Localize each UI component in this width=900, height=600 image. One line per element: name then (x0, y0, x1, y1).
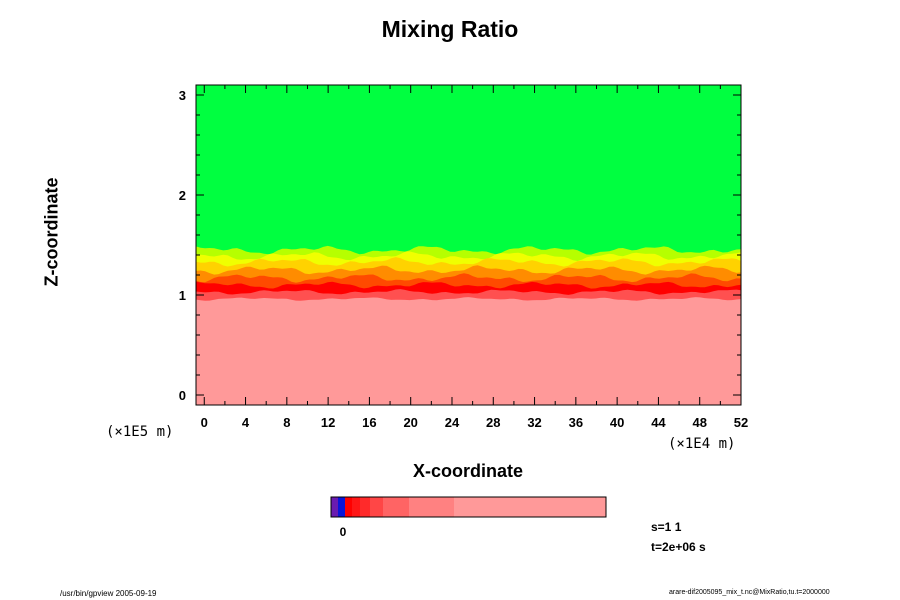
lower-region (196, 297, 741, 405)
colorbar: 0 (330, 496, 607, 539)
x-tick-label: 32 (527, 415, 541, 430)
y-tick-label: 0 (179, 388, 186, 403)
colorbar-swatch-1 (331, 497, 338, 517)
colorbar-label: 0 (340, 525, 347, 539)
y-tick-label: 2 (179, 188, 186, 203)
footer-command: /usr/bin/gpview 2005-09-19 (60, 589, 157, 598)
x-tick-label: 24 (445, 415, 460, 430)
step-label: s=1 1 (651, 520, 682, 534)
colorbar-swatch-3 (345, 497, 352, 517)
time-label: t=2e+06 s (651, 540, 706, 554)
x-tick-label: 4 (242, 415, 250, 430)
x-axis-unit: (×1E4 m) (668, 436, 736, 452)
colorbar-swatch-4 (352, 497, 360, 517)
chart-title: Mixing Ratio (381, 16, 519, 42)
x-tick-label: 12 (321, 415, 335, 430)
x-tick-label: 44 (651, 415, 666, 430)
colorbar-swatch-5 (360, 497, 370, 517)
x-tick-label: 16 (362, 415, 376, 430)
plot-frame (195, 84, 742, 406)
colorbar-frame (330, 496, 607, 518)
x-tick-label: 8 (283, 415, 290, 430)
x-axis-label: X-coordinate (412, 461, 523, 481)
x-tick-label: 36 (569, 415, 583, 430)
footer-source: arare-dif2005095_mix_t.nc@MixRatio,tu.t=… (669, 589, 830, 596)
colorbar-swatch-2 (338, 497, 345, 517)
x-tick-label: 28 (486, 415, 500, 430)
x-tick-label: 40 (610, 415, 624, 430)
y-axis-unit: (×1E5 m) (106, 424, 174, 440)
colorbar-swatch-6 (370, 497, 383, 517)
y-tick-label: 1 (179, 288, 186, 303)
colorbar-swatch-9 (454, 497, 606, 517)
y-tick-label: 3 (179, 88, 186, 103)
x-tick-label: 52 (734, 415, 748, 430)
x-tick-label: 0 (201, 415, 208, 430)
colorbar-swatch-7 (383, 497, 409, 517)
x-tick-label: 20 (403, 415, 417, 430)
heatmap-field (196, 85, 741, 405)
colorbar-swatch-8 (409, 497, 454, 517)
x-tick-label: 48 (692, 415, 706, 430)
